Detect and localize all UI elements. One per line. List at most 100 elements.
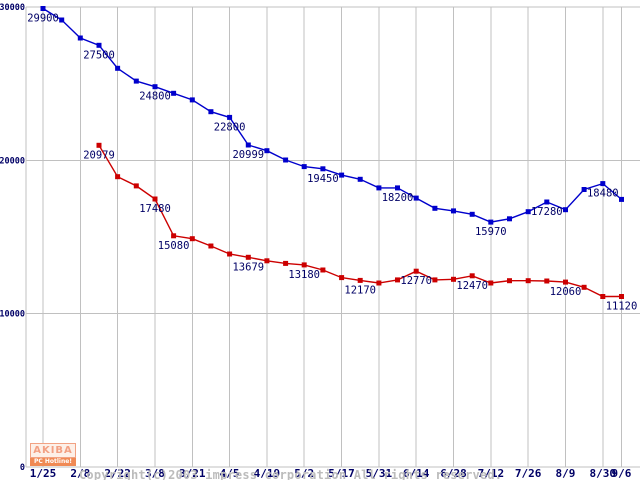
data-point-marker [563, 207, 568, 213]
data-point-marker [283, 157, 289, 163]
data-point-marker [96, 42, 102, 48]
data-point-marker [525, 209, 531, 215]
data-point-marker [413, 195, 419, 201]
data-point-marker [301, 262, 307, 268]
data-point-label: 12170 [344, 284, 376, 296]
data-point-label: 11120 [606, 301, 638, 313]
data-point-marker [96, 142, 102, 148]
akiba-logo-subtitle: PC Hotline! [30, 458, 76, 466]
data-point-marker [581, 187, 587, 192]
data-point-marker [376, 185, 382, 191]
data-point-label: 29900 [27, 13, 59, 25]
data-point-marker [133, 78, 139, 84]
x-tick-label: 7/12 [478, 467, 505, 480]
data-point-marker [283, 260, 289, 266]
data-point-marker [507, 278, 512, 284]
copyright-text: Copyright(c)2003 impress corporation All… [79, 444, 502, 480]
data-point-marker [264, 148, 270, 154]
data-point-marker [525, 278, 531, 284]
data-point-label: 27500 [83, 49, 115, 61]
data-point-marker [395, 277, 400, 283]
x-tick-label: 4/19 [254, 467, 281, 480]
data-point-label: 13180 [288, 269, 320, 281]
data-point-marker [395, 185, 400, 191]
data-point-marker [451, 276, 456, 282]
x-tick-label: 2/8 [70, 467, 90, 480]
data-point-label: 18200 [382, 192, 414, 204]
data-point-marker [563, 279, 568, 285]
data-point-marker [376, 280, 382, 286]
data-point-marker [581, 284, 587, 290]
data-point-marker [357, 277, 363, 283]
data-point-label: 17480 [139, 203, 171, 215]
data-point-marker [488, 280, 494, 286]
data-point-marker [619, 196, 624, 202]
x-tick-label: 8/30 [590, 467, 617, 480]
data-point-marker [189, 236, 195, 242]
data-point-marker [59, 17, 65, 23]
data-point-marker [208, 109, 214, 115]
x-tick-label: 7/26 [515, 467, 542, 480]
data-point-marker [432, 205, 438, 211]
data-point-marker [171, 90, 177, 96]
data-point-label: 17280 [531, 206, 563, 218]
x-tick-label: 1/25 [30, 467, 57, 480]
data-point-marker [301, 164, 307, 170]
data-point-label: 15080 [158, 240, 190, 252]
data-point-marker [115, 174, 121, 180]
data-point-label: 19450 [307, 173, 339, 185]
y-tick-label: 10000 [0, 310, 25, 320]
data-point-marker [77, 35, 83, 41]
data-point-marker [320, 267, 326, 273]
data-point-label: 12470 [456, 280, 488, 292]
data-point-label: 12060 [550, 286, 582, 298]
series-line-upper-price-series [42, 7, 622, 223]
data-point-marker [208, 243, 214, 249]
data-point-marker [227, 251, 233, 257]
x-tick-label: 3/8 [145, 467, 165, 480]
data-point-marker [245, 142, 251, 148]
data-point-marker [264, 258, 270, 264]
data-point-marker [507, 216, 512, 222]
data-point-label: 20979 [83, 149, 115, 161]
data-point-label: 24800 [139, 91, 171, 103]
data-point-marker [245, 254, 251, 260]
data-point-marker [600, 294, 606, 299]
akiba-logo-title: AKIBA [30, 443, 76, 458]
x-tick-label: 6/14 [403, 467, 430, 480]
x-tick-label: 9/6 [612, 467, 632, 480]
data-point-marker [469, 211, 475, 217]
data-point-label: 13679 [232, 261, 264, 273]
data-point-label: 18480 [587, 188, 619, 200]
data-point-marker [189, 97, 195, 103]
x-tick-label: 3/21 [179, 467, 206, 480]
data-point-marker [227, 114, 233, 120]
x-tick-label: 4/5 [220, 467, 240, 480]
data-point-marker [152, 196, 158, 202]
data-point-marker [357, 176, 363, 182]
data-point-marker [600, 181, 606, 187]
data-point-marker [339, 172, 345, 178]
data-point-marker [115, 65, 121, 71]
x-tick-label: 5/2 [294, 467, 314, 480]
data-point-marker [544, 278, 550, 284]
data-point-marker [451, 208, 456, 214]
data-point-marker [619, 294, 624, 299]
data-point-marker [488, 219, 494, 225]
y-tick-label: 20000 [0, 156, 25, 166]
y-tick-label: 30000 [0, 3, 25, 13]
akiba-logo: AKIBA PC Hotline! [30, 443, 76, 466]
data-point-marker [413, 268, 419, 274]
data-point-marker [544, 199, 550, 205]
data-point-label: 20999 [232, 149, 264, 161]
data-point-marker [320, 166, 326, 172]
x-tick-label: 5/31 [366, 467, 393, 480]
data-point-marker [152, 84, 158, 90]
x-tick-label: 8/9 [556, 467, 576, 480]
y-tick-label: 0 [20, 463, 25, 473]
data-point-label: 15970 [475, 226, 507, 238]
data-point-marker [40, 6, 46, 11]
data-point-marker [339, 275, 345, 281]
